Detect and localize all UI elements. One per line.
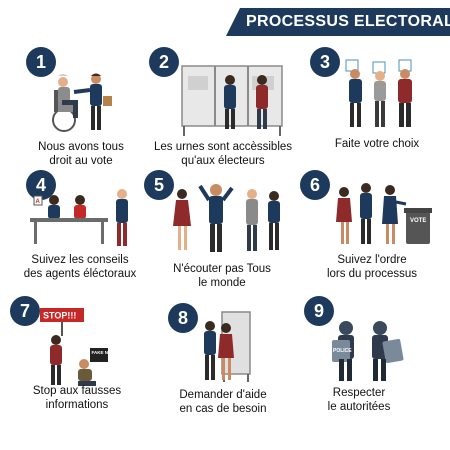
step-number: 7 [10,296,40,326]
step-number: 5 [144,170,174,200]
step-caption: N'écouter pas Tous le monde [173,263,271,289]
title-banner: PROCESSUS ELECTORAL [226,8,450,36]
svg-text:A: A [36,199,41,205]
step-number: 1 [26,47,56,77]
step-number: 3 [310,47,340,77]
fake-news-sign-label: FAKE NEWS [92,350,119,355]
step-number: 9 [304,296,334,326]
vote-box-label: VOTE [410,218,426,224]
wheelchair-voter-illustration [52,73,112,132]
step-caption: Faite votre choix [334,138,420,150]
stop-fake-news-illustration: STOP!!! FAKE NEWS [40,308,118,386]
step-number: 4 [26,170,56,200]
police-illustration: POLICE [332,321,404,381]
step-caption: Suivez l'ordre lors du processus [326,254,418,280]
step-caption: Les urnes sont accèssibles qu'aux électeu… [153,141,293,167]
stop-sign-label: STOP!!! [43,311,76,321]
voting-booths-illustration [181,65,283,136]
step-caption: Respecter le autoritées [327,387,391,413]
page-title: PROCESSUS ELECTORAL [246,13,450,30]
crowd-discussion-illustration [173,184,280,252]
help-booth-illustration [204,311,251,382]
voting-queue-illustration: VOTE [336,183,432,244]
step-number: 2 [149,47,179,77]
step-caption: Nous avons tous droit au vote [38,141,124,167]
step-number: 6 [300,170,330,200]
step-caption: Suivez les conseils des agents éléctoraux [23,254,137,280]
step-caption: Stop aux fausses informations [32,385,122,411]
police-shield-label: POLICE [333,348,352,354]
step-caption: Demander d'aide en cas de besoin [179,389,267,415]
election-agents-illustration: A [30,189,128,246]
candidates-illustration [345,59,412,127]
step-number: 8 [168,303,198,333]
